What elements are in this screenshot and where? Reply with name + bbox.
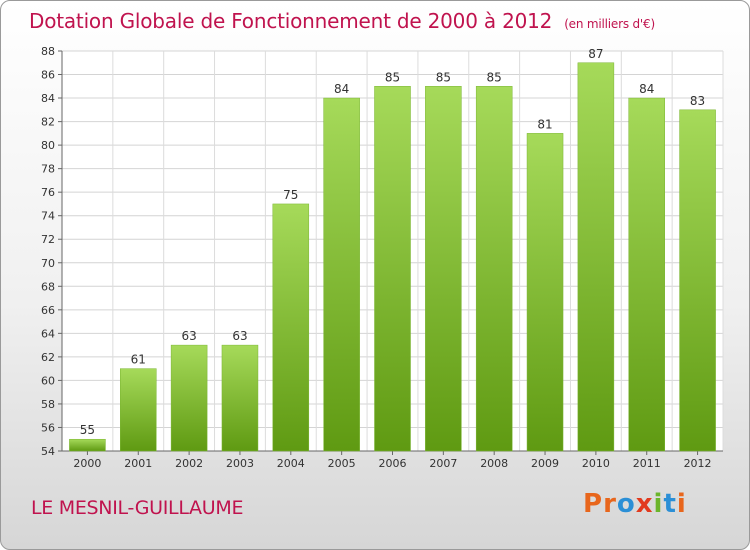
- y-tick-label: 64: [41, 327, 55, 340]
- y-tick-label: 76: [41, 186, 55, 199]
- data-label-2012: 83: [690, 94, 705, 108]
- y-tick-label: 58: [41, 398, 55, 411]
- y-tick-label: 88: [41, 45, 55, 58]
- y-tick-label: 82: [41, 116, 55, 129]
- bar-2001: [120, 368, 157, 452]
- x-tick-label-2006: 2006: [379, 457, 407, 470]
- bar-2004: [272, 203, 310, 452]
- data-label-2002: 63: [181, 329, 196, 343]
- data-label-2000: 55: [80, 423, 95, 437]
- x-tick-label-2009: 2009: [531, 457, 559, 470]
- y-tick-label: 60: [41, 374, 55, 387]
- logo-letter: P: [583, 489, 604, 519]
- bar-2002: [170, 344, 208, 452]
- x-tick-label-2004: 2004: [277, 457, 305, 470]
- data-label-2008: 85: [487, 70, 502, 84]
- x-tick-label-2001: 2001: [124, 457, 152, 470]
- y-tick-label: 78: [41, 163, 55, 176]
- logo-letter: x: [635, 489, 654, 519]
- proxiti-logo: Proxiti: [583, 489, 687, 519]
- bar-2003: [221, 344, 259, 452]
- x-tick-label-2002: 2002: [175, 457, 203, 470]
- y-tick-label: 68: [41, 280, 55, 293]
- logo-letter: i: [653, 489, 664, 519]
- y-tick-label: 56: [41, 421, 55, 434]
- data-label-2001: 61: [131, 353, 146, 367]
- data-label-2004: 75: [283, 188, 298, 202]
- x-tick-label-2005: 2005: [328, 457, 356, 470]
- bar-2000: [69, 438, 106, 452]
- y-tick-label: 54: [41, 445, 55, 458]
- y-tick-label: 70: [41, 257, 55, 270]
- chart-subtitle: (en milliers d'€): [564, 17, 655, 31]
- x-tick-label-2012: 2012: [684, 457, 712, 470]
- x-tick-label-2008: 2008: [480, 457, 508, 470]
- x-tick-label-2010: 2010: [582, 457, 610, 470]
- logo-letter: r: [603, 489, 617, 519]
- x-tick-label-2003: 2003: [226, 457, 254, 470]
- y-tick-labels: 54 56 58 60 62 64 66 68 70 72 74 76 78 80 82 84 86 88: [41, 45, 55, 458]
- bar-2010: [577, 62, 615, 452]
- data-label-2005: 84: [334, 82, 349, 96]
- bars: [69, 62, 716, 452]
- bar-2005: [323, 97, 360, 452]
- data-label-2007: 85: [436, 70, 451, 84]
- y-tick-label: 72: [41, 233, 55, 246]
- y-tick-label: 74: [41, 210, 55, 223]
- bar-2012: [679, 109, 716, 452]
- bar-2007: [425, 86, 462, 452]
- y-tick-label: 62: [41, 351, 55, 364]
- bar-2011: [628, 97, 665, 452]
- data-labels: 55 61 63 63 75 84 85 85 85 81 87 84 83: [80, 47, 705, 437]
- logo-letter: o: [616, 489, 636, 519]
- logo-letter: i: [676, 489, 687, 519]
- bar-2009: [526, 133, 564, 452]
- x-tick-labels: 2000 2001 2002 2003 2004 2005 2006 2007 2008 2009…: [73, 457, 711, 470]
- x-tick-label-2000: 2000: [73, 457, 101, 470]
- y-tick-label: 80: [41, 139, 55, 152]
- bar-2006: [374, 86, 411, 452]
- data-label-2003: 63: [232, 329, 247, 343]
- chart-title-text: Dotation Globale de Fonctionnement de 20…: [29, 9, 553, 33]
- data-label-2011: 84: [639, 82, 654, 96]
- x-tick-label-2007: 2007: [429, 457, 457, 470]
- y-tick-label: 86: [41, 69, 55, 82]
- y-tick-label: 66: [41, 304, 55, 317]
- data-label-2009: 81: [537, 117, 552, 131]
- data-label-2006: 85: [385, 70, 400, 84]
- data-label-2010: 87: [588, 47, 603, 61]
- logo-letter: t: [663, 489, 677, 519]
- bar-2008: [475, 86, 513, 452]
- chart-title: Dotation Globale de Fonctionnement de 20…: [29, 9, 655, 33]
- x-tick-label-2011: 2011: [633, 457, 661, 470]
- commune-name: LE MESNIL-GUILLAUME: [31, 497, 244, 519]
- y-tick-label: 84: [41, 92, 55, 105]
